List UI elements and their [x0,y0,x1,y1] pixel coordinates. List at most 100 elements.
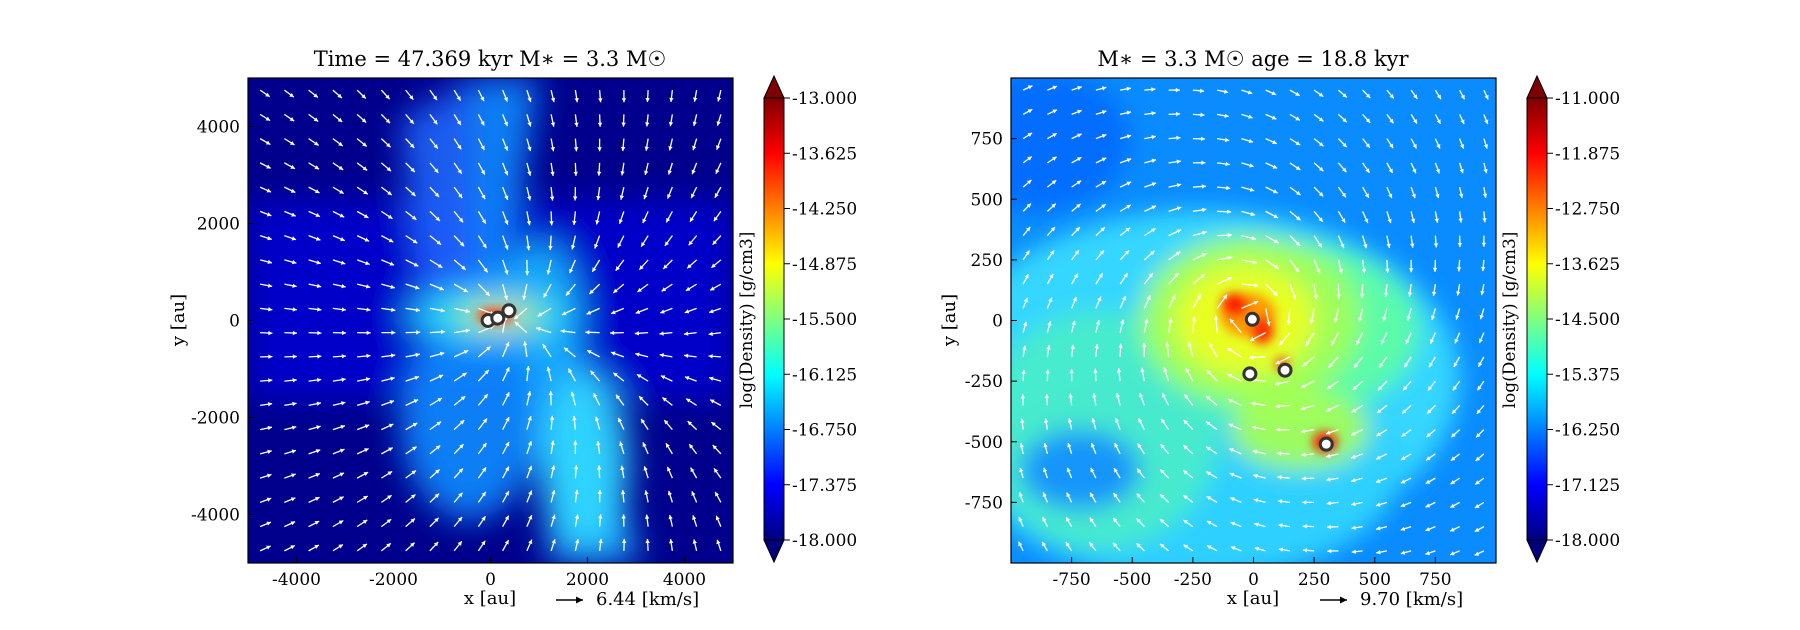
panel-1-velocity-arrowhead [387,190,392,196]
panel-2-velocity-arrowhead [1326,430,1331,435]
panel-2-velocity-arrowhead [1429,362,1434,368]
panel-2-velocity-arrowhead [1351,525,1356,530]
panel-2-velocity-arrowhead [1358,317,1363,322]
panel-2-velocity-arrowhead [1341,218,1346,223]
panel-1-velocity-arrowhead [337,93,342,99]
panel-1-velocity-arrowhead [486,346,491,351]
panel-1-velocity-arrowhead [267,259,272,265]
panel-1-velocity-arrowhead [436,240,442,245]
panel-1-velocity-arrowhead [364,237,370,242]
panel-1-velocity-arrowhead [505,466,509,472]
panel-1-velocity-arrowhead [689,217,694,222]
panel-2-ytick-label: -750 [965,493,1003,513]
panel-1-velocity-arrowhead [414,285,420,290]
panel-1-velocity-arrowhead [314,165,320,170]
panel-1-velocity-arrowhead [290,188,296,193]
panel-2-velocity-arrowhead [1229,472,1235,477]
panel-2-velocity-arrowhead [1068,393,1073,398]
panel-1-velocity-arrowhead [712,445,718,450]
panel-2-sink-particle [1244,311,1260,327]
panel-1-velocity-arrowhead [268,354,273,359]
panel-1-velocity-arrowhead [615,266,620,271]
panel-1-velocity-arrowhead [684,331,689,336]
panel-1-velocity-arrowhead [504,245,509,250]
panel-1-velocity-arrowhead [561,311,567,316]
panel-2-colorbar-bottom-extend [1526,539,1548,564]
panel-2-velocity-arrowhead [1020,394,1026,399]
panel-1-velocity-arrowhead [536,326,541,332]
panel-1-velocity-arrowhead [484,369,489,375]
panel-2-velocity-arrowhead [1302,500,1307,505]
panel-1-xtick-label: -2000 [369,570,418,590]
panel-1-velocity-arrowhead [363,190,368,195]
panel-2-velocity-arrowhead [1351,501,1356,507]
panel-1-velocity-arrowhead [292,354,297,359]
panel-1-velocity-arrowhead [504,540,509,545]
panel-1-velocity-arrowhead [266,521,271,526]
panel-1-velocity-arrowhead [564,347,569,352]
panel-2-velocity-arrowhead [1483,168,1488,174]
panel-1-velocity-arrowhead [528,539,533,545]
panel-1-velocity-arrowhead [482,418,488,424]
panel-1-velocity-arrowhead [573,440,578,445]
panel-2-velocity-arrowhead [1150,250,1155,256]
panel-1-xtick-label: -4000 [272,570,321,590]
panel-2-velocity-arrowhead [1249,187,1255,192]
panel-2-velocity-arrowhead [1412,168,1417,174]
panel-2-velocity-arrowhead [1159,519,1165,524]
panel-2-velocity-arrowhead [1302,362,1307,367]
panel-2-velocity-arrowhead [1326,407,1331,412]
panel-2-velocity-arrowhead [1095,320,1101,325]
panel-2-velocity-arrowhead [1478,338,1484,344]
panel-1-velocity-arrowhead [458,193,463,199]
panel-2-velocity-arrowhead [1093,368,1098,373]
panel-1-velocity-arrowhead [390,353,396,358]
panel-2-velocity-arrowhead [1326,501,1331,506]
panel-1-velocity-arrowhead [434,192,440,197]
panel-2-velocity-arrowhead [1292,294,1297,300]
panel-2-velocity-arrowhead [1453,362,1458,367]
panel-2-velocity-arrowhead [1377,385,1383,391]
panel-2-velocity-arrowhead [1401,455,1406,460]
panel-1-velocity-arrowhead [438,374,444,379]
panel-1-velocity-arrowhead [415,352,420,358]
panel-2-velocity-arrowhead [1454,338,1459,344]
panel-1-velocity-arrowhead [339,448,345,453]
panel-2-velocity-arrowhead [1363,243,1368,249]
panel-2-velocity-arrowhead [1151,134,1156,140]
panel-1-velocity-arrowhead [537,312,543,317]
panel-2-velocity-arrowhead [1126,86,1131,92]
panel-2-velocity-arrowhead [1138,418,1143,423]
panel-2-velocity-arrowhead [1224,113,1229,118]
panel-2-velocity-arrowhead [1365,93,1371,99]
panel-1-velocity-arrowhead [688,240,693,246]
panel-1-velocity-arrowhead [316,283,322,289]
panel-2-colorbar-body [1526,97,1548,541]
panel-2-velocity-arrowhead [1230,546,1236,551]
panel-2-velocity-arrowhead [1354,363,1359,368]
panel-1-velocity-arrowhead [268,307,273,312]
panel-2-velocity-arrowhead [1018,541,1023,547]
panel-2-velocity-arrowhead [1230,521,1236,526]
panel-2-velocity-arrowhead [1160,444,1165,449]
panel-2-velocity-arrowhead [1051,203,1056,208]
panel-1-xtick-label: 2000 [566,570,609,590]
panel-1-velocity-arrowhead [572,220,577,226]
panel-1-velocity-arrowhead [664,241,669,246]
panel-1-velocity-arrowhead [457,144,462,150]
panel-1-velocity-arrowhead [410,518,415,523]
panel-2-velocity-arrowhead [1351,408,1357,413]
panel-1-colorbar-tick-label: -15.500 [792,310,857,330]
panel-2-velocity-arrowhead [1300,429,1306,434]
panel-2-velocity-arrowhead [1018,517,1023,522]
panel-2-velocity-arrowhead [1278,523,1283,528]
panel-2-velocity-arrowhead [1266,321,1271,326]
panel-2-ytick-label: 750 [971,130,1003,150]
panel-2-velocity-arrowhead [1089,542,1094,547]
panel-1-velocity-arrowhead [613,372,618,377]
panel-2-colorbar-tick-label: -12.750 [1555,200,1620,220]
panel-1-velocity-arrowhead [711,263,716,268]
panel-1-xtick-label: 0 [485,570,496,590]
panel-2-velocity-arrowhead [1097,296,1102,302]
